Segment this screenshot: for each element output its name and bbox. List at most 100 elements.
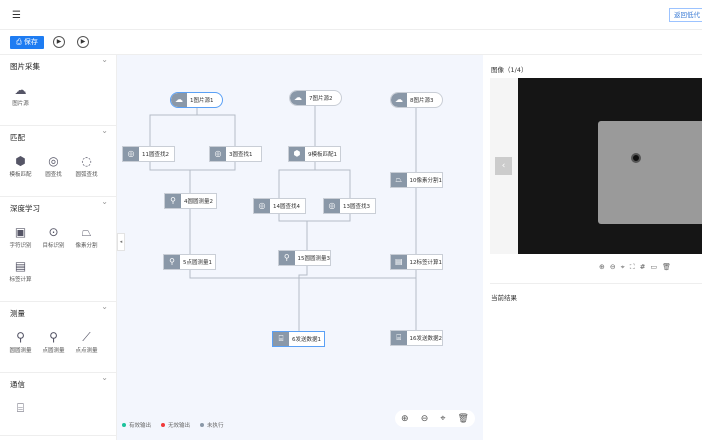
tool-label: 标签计算 — [9, 277, 32, 283]
flow-node[interactable]: ⬢ 9模板匹配1 — [288, 146, 341, 162]
flow-node[interactable]: ⏢ 10像素分割1 — [390, 172, 443, 188]
cloud-image-icon: ☁ — [391, 93, 407, 107]
zoom-in-icon[interactable]: ⊕ — [599, 263, 605, 271]
node-label: 3圆查找1 — [229, 152, 253, 158]
node-label: 8图片源3 — [410, 98, 434, 104]
send-icon: ⌸ — [16, 401, 25, 415]
chevron-down-icon[interactable]: ⌄ — [101, 126, 108, 135]
flow-node[interactable]: ☁ 7图片源2 — [289, 90, 342, 106]
flow-node[interactable]: ⚲ 4圆圆测量2 — [164, 193, 217, 209]
legend-label: 有效输出 — [129, 423, 152, 429]
flow-node[interactable]: ▤ 12标签计算1 — [390, 254, 443, 270]
result-image[interactable] — [518, 78, 702, 254]
save-label: 保存 — [23, 38, 38, 46]
tool-label: 点圆测量 — [42, 348, 65, 354]
tool-label: 模板匹配 — [9, 172, 32, 178]
tool-item[interactable]: ⏢ 像素分割 — [70, 223, 103, 249]
node-label: 10像素分割1 — [409, 178, 443, 184]
tool-item[interactable]: ⟋ 点点测量 — [70, 328, 103, 354]
prev-image-button[interactable]: ‹ — [495, 157, 512, 175]
tool-item[interactable]: ⚲ 点圆测量 — [37, 328, 70, 354]
tool-item[interactable]: ▣ 字符识别 — [4, 223, 37, 249]
legend: 有效输出 无效输出 未执行 — [122, 421, 224, 429]
tool-item[interactable]: ☁ 图片源 — [4, 81, 37, 107]
cube-icon: ⬢ — [15, 154, 26, 168]
flow-node[interactable]: ☁ 1图片源1 — [170, 92, 223, 108]
loop-play-icon[interactable]: ▶ — [77, 36, 89, 48]
sidebar-section: 匹配 ⌄ ⬢ 模板匹配 ◎ 圆查找 ◌ 圆弧查找 — [0, 126, 116, 197]
grid-icon[interactable]: # — [639, 263, 646, 271]
back-button[interactable]: 返回低代 — [669, 8, 702, 22]
delete-icon[interactable]: 🗑 — [662, 263, 671, 271]
tool-item[interactable]: ▤ 标签计算 — [4, 257, 37, 283]
tool-label: 点点测量 — [75, 348, 98, 354]
section-title[interactable]: 图片采集 — [10, 62, 40, 71]
locate-icon[interactable]: ⌖ — [440, 413, 446, 424]
tool-label: 字符识别 — [9, 243, 32, 249]
image-tools: ⊕ ⊖ ⌖ ⛶ # ▭ 🗑 — [599, 263, 671, 272]
chevron-down-icon[interactable]: ⌄ — [101, 55, 108, 64]
locate-icon[interactable]: ⌖ — [620, 263, 625, 271]
fit-icon[interactable]: ▭ — [650, 263, 658, 271]
sidebar-section: 图片采集 ⌄ ☁ 图片源 — [0, 55, 116, 126]
tool-item[interactable]: ⊙ 目标识别 — [37, 223, 70, 249]
menu-fold-icon[interactable]: ☰ — [12, 10, 21, 21]
tool-item[interactable]: ⚲ 圆圆测量 — [4, 328, 37, 354]
circle-measure-icon: ⚲ — [279, 251, 295, 265]
node-label: 9模板匹配1 — [308, 152, 337, 158]
circle-search-icon: ◎ — [254, 199, 270, 213]
play-icon[interactable]: ▶ — [53, 36, 65, 48]
section-title[interactable]: 通信 — [10, 380, 25, 389]
fullscreen-icon[interactable]: ⛶ — [629, 263, 635, 271]
legend-item: 有效输出 — [122, 421, 151, 429]
flow-node[interactable]: ◎ 14圆查找4 — [253, 198, 306, 214]
circle-search-icon: ◎ — [123, 147, 139, 161]
result-panel: 图像（1/4） ‹ ⊕ ⊖ ⌖ ⛶ # ▭ 🗑 当前结果 — [483, 55, 702, 440]
section-title[interactable]: 匹配 — [10, 133, 25, 142]
tool-label: 圆圆测量 — [9, 348, 32, 354]
arc-search-icon: ◌ — [81, 154, 92, 168]
ocr-icon: ▣ — [14, 225, 27, 239]
flow-node[interactable]: ⚲ 15圆圆测量3 — [278, 250, 331, 266]
tool-item[interactable]: ⌸ — [4, 399, 37, 417]
save-button[interactable]: ⎙ 保存 — [10, 36, 44, 49]
delete-icon[interactable]: 🗑 — [457, 413, 469, 424]
top-bar: ☰ 返回低代 — [0, 0, 702, 30]
tool-label: 圆查找 — [45, 172, 62, 178]
tool-item[interactable]: ◎ 圆查找 — [37, 152, 70, 178]
flow-canvas[interactable]: ☁ 1图片源1 ☁ 7图片源2 ☁ 8图片源3 ◎ 11圆查找2 ◎ 3圆查找1 ⬢ 9模板匹配1 ⚲ 4… — [117, 55, 483, 440]
chevron-down-icon[interactable]: ⌄ — [101, 302, 108, 311]
collapse-sidebar-handle[interactable]: ◂ — [117, 233, 125, 251]
flow-node[interactable]: ◎ 3圆查找1 — [209, 146, 262, 162]
point-point-icon: ⟋ — [82, 330, 91, 344]
flow-node[interactable]: ⌸ 16发送数据2 — [390, 330, 443, 346]
circle-search-icon: ◎ — [324, 199, 340, 213]
tool-item[interactable]: ⬢ 模板匹配 — [4, 152, 37, 178]
flow-node[interactable]: ⌸ 6发送数据1 — [272, 331, 325, 347]
flow-node[interactable]: ◎ 11圆查找2 — [122, 146, 175, 162]
segment-icon: ⏢ — [81, 225, 92, 239]
point-circle-icon: ⚲ — [164, 255, 180, 269]
flow-node[interactable]: ◎ 13圆查找3 — [323, 198, 376, 214]
flow-node[interactable]: ⚲ 5点圆测量1 — [163, 254, 216, 270]
tool-item[interactable]: ◌ 圆弧查找 — [70, 152, 103, 178]
sidebar-section: 测量 ⌄ ⚲ 圆圆测量 ⚲ 点圆测量 ⟋ 点点测量 — [0, 302, 116, 373]
chevron-down-icon[interactable]: ⌄ — [101, 197, 108, 206]
flow-node[interactable]: ☁ 8图片源3 — [390, 92, 443, 108]
tool-label: 像素分割 — [75, 243, 98, 249]
sidebar: 图片采集 ⌄ ☁ 图片源匹配 ⌄ ⬢ 模板匹配 ◎ 圆查找 ◌ 圆弧查找深度学习 ⌄ ▣ 字符识别 ⊙ 目标识… — [0, 55, 117, 440]
tool-label: 图片源 — [12, 101, 29, 107]
toolbar: ⎙ 保存 ▶ ▶ — [0, 30, 702, 55]
zoom-out-icon[interactable]: ⊖ — [609, 263, 616, 271]
section-title[interactable]: 深度学习 — [10, 204, 40, 213]
node-label: 15圆圆测量3 — [297, 256, 331, 262]
cloud-image-icon: ☁ — [14, 83, 27, 97]
cube-icon: ⬢ — [289, 147, 305, 161]
circle-search-icon: ◎ — [48, 154, 59, 168]
section-title[interactable]: 测量 — [10, 309, 25, 318]
cloud-image-icon: ☁ — [290, 91, 306, 105]
zoom-out-icon[interactable]: ⊖ — [420, 413, 429, 424]
zoom-in-icon[interactable]: ⊕ — [401, 413, 409, 424]
chevron-down-icon[interactable]: ⌄ — [101, 373, 108, 382]
send-icon: ⌸ — [391, 331, 407, 345]
